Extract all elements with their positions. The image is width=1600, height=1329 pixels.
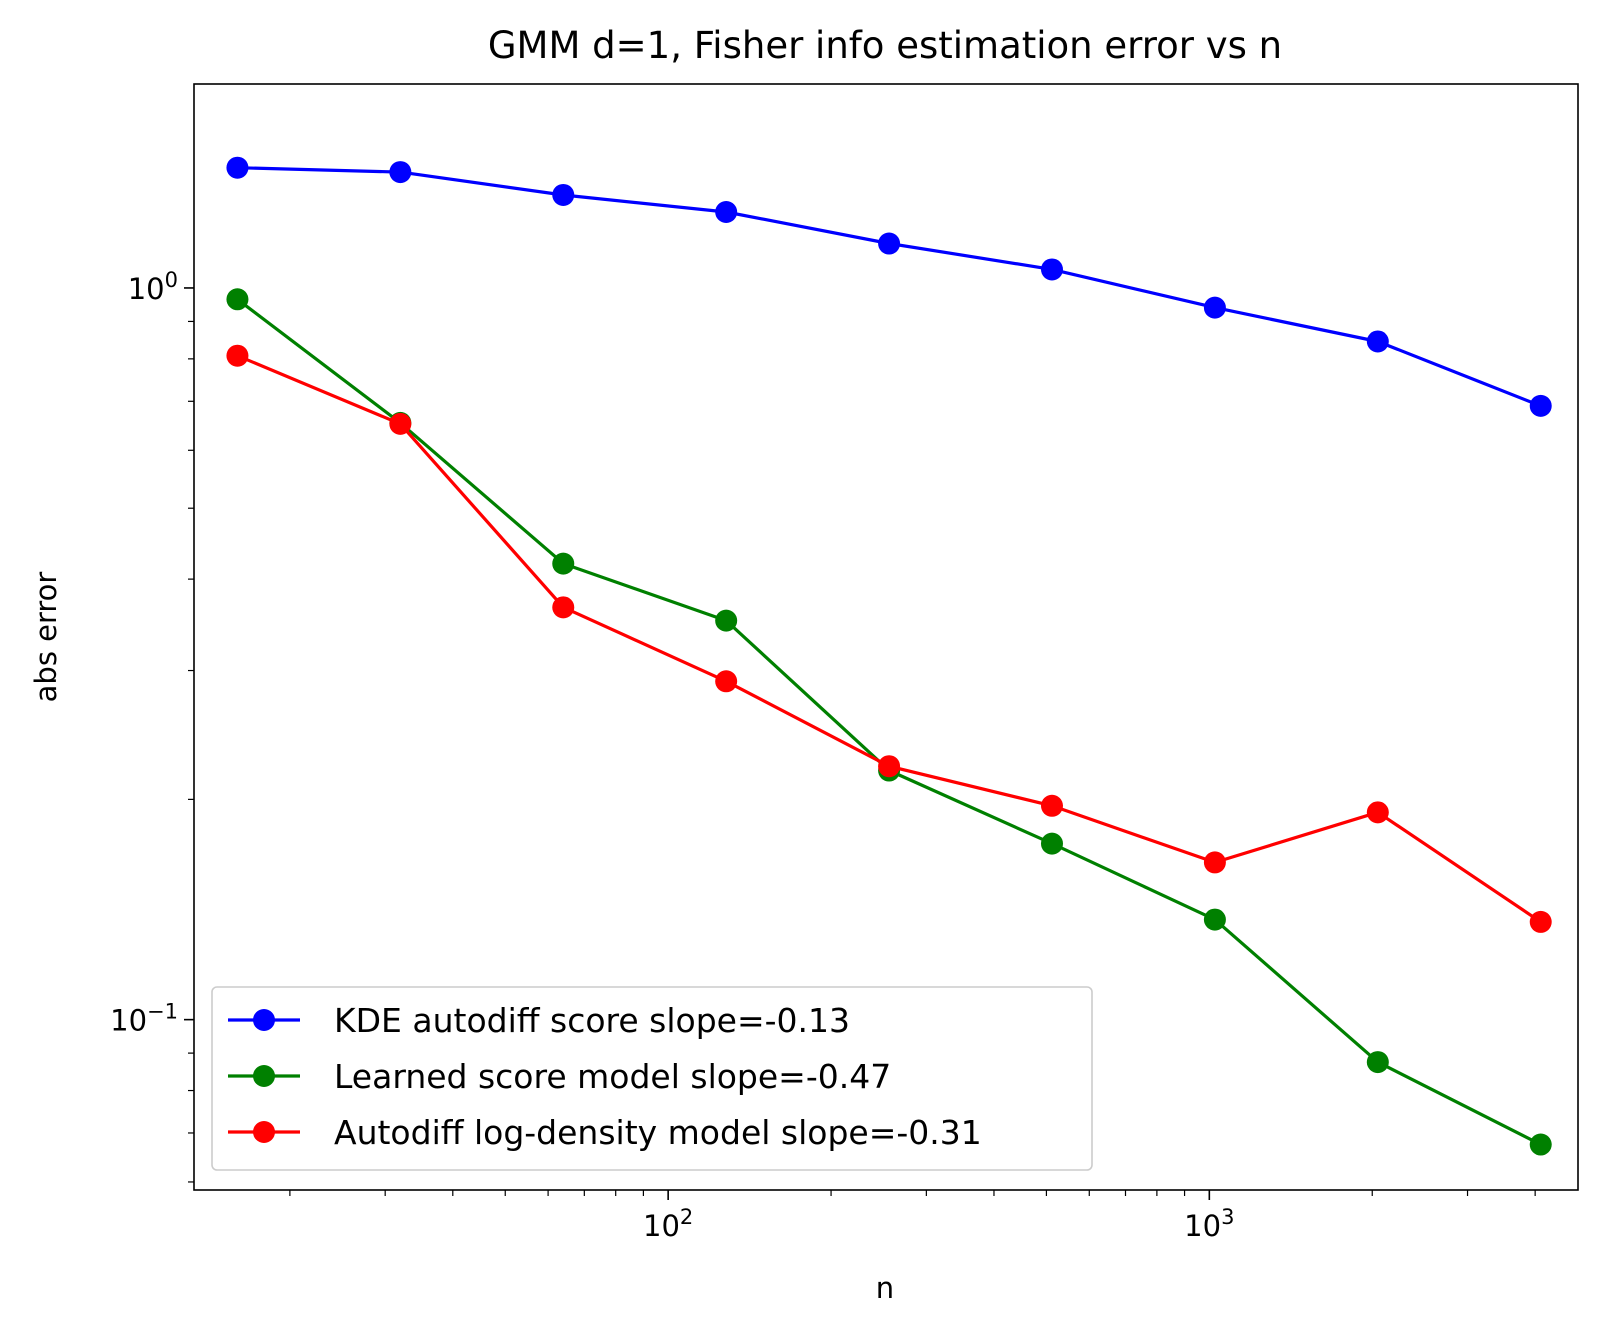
data-point	[1040, 832, 1063, 855]
legend-box	[211, 986, 1093, 1171]
data-point	[1529, 910, 1552, 933]
data-point	[1529, 1133, 1552, 1156]
data-point	[1203, 851, 1226, 874]
y-tick-label: 10−1	[110, 1000, 178, 1038]
data-point	[878, 755, 901, 778]
data-point	[226, 156, 249, 179]
x-axis-label: n	[876, 1271, 894, 1305]
plot-series	[226, 156, 1552, 1156]
data-point	[552, 596, 575, 619]
data-point	[552, 552, 575, 575]
series-2	[226, 344, 1552, 933]
legend-label: Learned score model slope=-0.47	[334, 1057, 891, 1096]
data-point	[1366, 1051, 1389, 1074]
data-point	[1366, 330, 1389, 353]
data-point	[1040, 258, 1063, 281]
data-point	[715, 201, 738, 224]
y-axis-label: abs error	[29, 572, 63, 703]
data-point	[389, 161, 412, 184]
data-point	[1203, 908, 1226, 931]
legend-swatch-marker	[253, 1009, 275, 1031]
legend-swatch-marker	[253, 1065, 275, 1087]
major-ticks: 102 103 100 10−1	[110, 268, 1234, 1243]
data-point	[226, 288, 249, 311]
series-0	[226, 156, 1552, 417]
data-point	[226, 344, 249, 367]
data-point	[878, 232, 901, 255]
legend-label: Autodiff log-density model slope=-0.31	[334, 1113, 982, 1152]
legend: KDE autodiff score slope=-0.13 Learned sc…	[211, 986, 1093, 1171]
data-point	[715, 609, 738, 632]
minor-ticks	[188, 320, 1536, 1196]
data-point	[1040, 794, 1063, 817]
data-point	[389, 412, 412, 435]
data-point	[552, 183, 575, 206]
data-point	[715, 670, 738, 693]
plot-frame	[193, 83, 1579, 1191]
data-point	[1366, 801, 1389, 824]
data-point	[1203, 296, 1226, 319]
data-point	[1529, 394, 1552, 417]
x-tick-label: 102	[643, 1205, 693, 1243]
chart-title: GMM d=1, Fisher info estimation error vs…	[488, 24, 1282, 67]
y-tick-label: 100	[128, 268, 178, 306]
legend-swatch-marker	[253, 1121, 275, 1143]
legend-label: KDE autodiff score slope=-0.13	[334, 1001, 850, 1040]
x-tick-label: 103	[1184, 1205, 1234, 1243]
